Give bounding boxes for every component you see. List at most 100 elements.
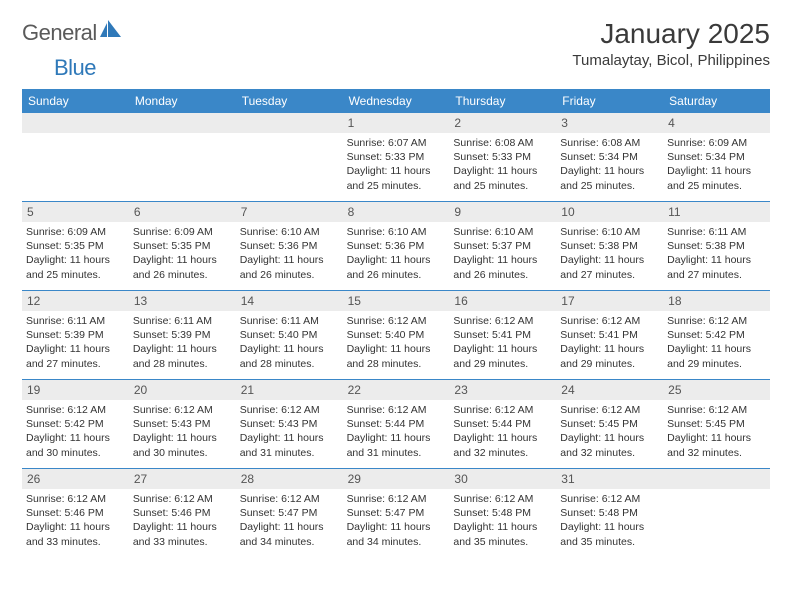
day-detail: Sunrise: 6:11 AMSunset: 5:39 PMDaylight:… xyxy=(26,314,125,371)
day-detail: Sunrise: 6:12 AMSunset: 5:43 PMDaylight:… xyxy=(240,403,339,460)
day-detail: Sunrise: 6:11 AMSunset: 5:40 PMDaylight:… xyxy=(240,314,339,371)
day-cell: 15Sunrise: 6:12 AMSunset: 5:40 PMDayligh… xyxy=(343,291,450,379)
day-cell xyxy=(663,469,770,557)
day-cell: 16 Sunrise: 6:12 AMSunset: 5:41 PMDayligh… xyxy=(449,291,556,379)
day-detail: Sunrise: 6:12 AMSunset: 5:44 PMDaylight:… xyxy=(347,403,446,460)
week-row: 1 Sunrise: 6:07 AMSunset: 5:33 PMDaylight… xyxy=(22,113,770,202)
day-cell: 14Sunrise: 6:11 AMSunset: 5:40 PMDayligh… xyxy=(236,291,343,379)
day-number: 16 xyxy=(449,291,556,311)
day-cell: 12 Sunrise: 6:11 AMSunset: 5:39 PMDayligh… xyxy=(22,291,129,379)
day-detail: Sunrise: 6:12 AMSunset: 5:45 PMDaylight:… xyxy=(560,403,659,460)
day-cell: 9 Sunrise: 6:10 AMSunset: 5:37 PMDaylight… xyxy=(449,202,556,290)
day-cell: 17 Sunrise: 6:12 AMSunset: 5:41 PMDayligh… xyxy=(556,291,663,379)
day-number xyxy=(22,113,129,133)
day-number: 18 xyxy=(663,291,770,311)
day-number: 11 xyxy=(663,202,770,222)
day-detail: Sunrise: 6:12 AMSunset: 5:46 PMDaylight:… xyxy=(26,492,125,549)
day-number: 29 xyxy=(343,469,450,489)
day-cell: 19Sunrise: 6:12 AMSunset: 5:42 PMDayligh… xyxy=(22,380,129,468)
day-cell: 30Sunrise: 6:12 AMSunset: 5:48 PMDayligh… xyxy=(449,469,556,557)
day-number: 17 xyxy=(556,291,663,311)
month-title: January 2025 xyxy=(572,18,770,50)
day-number: 7 xyxy=(236,202,343,222)
day-detail: Sunrise: 6:09 AMSunset: 5:34 PMDaylight:… xyxy=(667,136,766,193)
day-number: 31 xyxy=(556,469,663,489)
day-number: 12 xyxy=(22,291,129,311)
day-cell: 8Sunrise: 6:10 AMSunset: 5:36 PMDaylight… xyxy=(343,202,450,290)
day-cell: 7 Sunrise: 6:10 AMSunset: 5:36 PMDaylight… xyxy=(236,202,343,290)
day-detail: Sunrise: 6:12 AMSunset: 5:44 PMDaylight:… xyxy=(453,403,552,460)
dow-mon: Monday xyxy=(129,89,236,113)
day-detail: Sunrise: 6:12 AMSunset: 5:40 PMDaylight:… xyxy=(347,314,446,371)
brand-mark-icon xyxy=(100,20,122,43)
day-cell xyxy=(129,113,236,201)
day-cell: 31 Sunrise: 6:12 AMSunset: 5:48 PMDayligh… xyxy=(556,469,663,557)
day-detail: Sunrise: 6:09 AMSunset: 5:35 PMDaylight:… xyxy=(133,225,232,282)
day-detail: Sunrise: 6:10 AMSunset: 5:37 PMDaylight:… xyxy=(453,225,552,282)
calendar-grid: Sunday Monday Tuesday Wednesday Thursday… xyxy=(22,89,770,557)
day-number: 6 xyxy=(129,202,236,222)
day-number: 26 xyxy=(22,469,129,489)
day-cell: 26 Sunrise: 6:12 AMSunset: 5:46 PMDayligh… xyxy=(22,469,129,557)
day-cell: 3 Sunrise: 6:08 AMSunset: 5:34 PMDaylight… xyxy=(556,113,663,201)
day-number xyxy=(236,113,343,133)
dow-sat: Saturday xyxy=(663,89,770,113)
day-number: 22 xyxy=(343,380,450,400)
day-number: 5 xyxy=(22,202,129,222)
weeks-container: 1 Sunrise: 6:07 AMSunset: 5:33 PMDaylight… xyxy=(22,113,770,557)
day-detail: Sunrise: 6:12 AMSunset: 5:48 PMDaylight:… xyxy=(560,492,659,549)
day-cell: 2 Sunrise: 6:08 AMSunset: 5:33 PMDaylight… xyxy=(449,113,556,201)
day-detail: Sunrise: 6:10 AMSunset: 5:38 PMDaylight:… xyxy=(560,225,659,282)
day-number: 1 xyxy=(343,113,450,133)
day-cell: 10Sunrise: 6:10 AMSunset: 5:38 PMDayligh… xyxy=(556,202,663,290)
day-cell: 5 Sunrise: 6:09 AMSunset: 5:35 PMDaylight… xyxy=(22,202,129,290)
brand-word-1: General xyxy=(22,20,97,46)
day-detail: Sunrise: 6:08 AMSunset: 5:33 PMDaylight:… xyxy=(453,136,552,193)
day-number: 2 xyxy=(449,113,556,133)
day-detail: Sunrise: 6:11 AMSunset: 5:38 PMDaylight:… xyxy=(667,225,766,282)
week-row: 12Sunrise: 6:11 AMSunset: 5:39 PMDayligh… xyxy=(22,291,770,380)
dow-thu: Thursday xyxy=(449,89,556,113)
day-cell: 6 Sunrise: 6:09 AMSunset: 5:35 PMDaylight… xyxy=(129,202,236,290)
day-number: 4 xyxy=(663,113,770,133)
day-cell xyxy=(236,113,343,201)
dow-header-row: Sunday Monday Tuesday Wednesday Thursday… xyxy=(22,89,770,113)
day-detail: Sunrise: 6:12 AMSunset: 5:46 PMDaylight:… xyxy=(133,492,232,549)
day-cell: 29 Sunrise: 6:12 AMSunset: 5:47 PMDayligh… xyxy=(343,469,450,557)
brand-logo: General xyxy=(22,18,124,46)
day-detail: Sunrise: 6:12 AMSunset: 5:42 PMDaylight:… xyxy=(26,403,125,460)
brand-word-2: Blue xyxy=(54,55,96,81)
day-detail: Sunrise: 6:11 AMSunset: 5:39 PMDaylight:… xyxy=(133,314,232,371)
day-cell: 18 Sunrise: 6:12 AMSunset: 5:42 PMDayligh… xyxy=(663,291,770,379)
week-row: 5Sunrise: 6:09 AMSunset: 5:35 PMDaylight… xyxy=(22,202,770,291)
dow-fri: Friday xyxy=(556,89,663,113)
day-cell: 24 Sunrise: 6:12 AMSunset: 5:45 PMDayligh… xyxy=(556,380,663,468)
day-cell xyxy=(22,113,129,201)
day-detail: Sunrise: 6:12 AMSunset: 5:42 PMDaylight:… xyxy=(667,314,766,371)
dow-sun: Sunday xyxy=(22,89,129,113)
day-number: 13 xyxy=(129,291,236,311)
day-detail: Sunrise: 6:08 AMSunset: 5:34 PMDaylight:… xyxy=(560,136,659,193)
week-row: 26Sunrise: 6:12 AMSunset: 5:46 PMDayligh… xyxy=(22,469,770,557)
day-detail: Sunrise: 6:12 AMSunset: 5:41 PMDaylight:… xyxy=(453,314,552,371)
calendar-page: General January 2025 Tumalaytay, Bicol, … xyxy=(0,0,792,567)
day-number: 24 xyxy=(556,380,663,400)
day-number: 27 xyxy=(129,469,236,489)
day-number: 9 xyxy=(449,202,556,222)
day-cell: 21Sunrise: 6:12 AMSunset: 5:43 PMDayligh… xyxy=(236,380,343,468)
day-detail: Sunrise: 6:12 AMSunset: 5:48 PMDaylight:… xyxy=(453,492,552,549)
day-number: 20 xyxy=(129,380,236,400)
day-cell: 27 Sunrise: 6:12 AMSunset: 5:46 PMDayligh… xyxy=(129,469,236,557)
day-detail: Sunrise: 6:10 AMSunset: 5:36 PMDaylight:… xyxy=(347,225,446,282)
day-number xyxy=(129,113,236,133)
day-detail: Sunrise: 6:12 AMSunset: 5:43 PMDaylight:… xyxy=(133,403,232,460)
day-detail: Sunrise: 6:10 AMSunset: 5:36 PMDaylight:… xyxy=(240,225,339,282)
day-detail: Sunrise: 6:12 AMSunset: 5:45 PMDaylight:… xyxy=(667,403,766,460)
location-text: Tumalaytay, Bicol, Philippines xyxy=(572,52,770,69)
day-cell: 1 Sunrise: 6:07 AMSunset: 5:33 PMDaylight… xyxy=(343,113,450,201)
day-detail: Sunrise: 6:12 AMSunset: 5:47 PMDaylight:… xyxy=(347,492,446,549)
day-detail: Sunrise: 6:07 AMSunset: 5:33 PMDaylight:… xyxy=(347,136,446,193)
day-detail: Sunrise: 6:09 AMSunset: 5:35 PMDaylight:… xyxy=(26,225,125,282)
day-number: 3 xyxy=(556,113,663,133)
day-detail: Sunrise: 6:12 AMSunset: 5:41 PMDaylight:… xyxy=(560,314,659,371)
